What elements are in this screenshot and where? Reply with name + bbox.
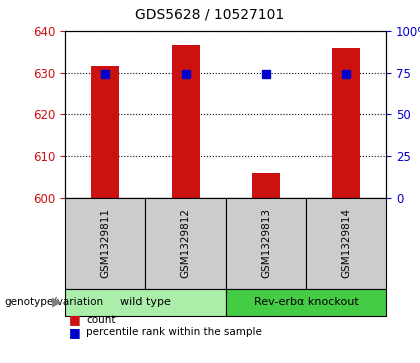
Text: count: count: [86, 315, 116, 325]
Text: wild type: wild type: [120, 297, 171, 307]
Bar: [306, 198, 386, 289]
Text: GDS5628 / 10527101: GDS5628 / 10527101: [135, 8, 285, 22]
Bar: [226, 198, 306, 289]
Bar: [252, 173, 280, 198]
Bar: [65, 198, 145, 289]
Text: GSM1329812: GSM1329812: [181, 208, 191, 278]
Text: Rev-erbα knockout: Rev-erbα knockout: [254, 297, 358, 307]
Bar: [226, 289, 386, 316]
Text: GSM1329811: GSM1329811: [100, 208, 110, 278]
Bar: [332, 48, 360, 198]
Bar: [65, 289, 226, 316]
Text: GSM1329814: GSM1329814: [341, 208, 351, 278]
Text: percentile rank within the sample: percentile rank within the sample: [86, 327, 262, 337]
Bar: [145, 198, 226, 289]
Bar: [171, 45, 200, 198]
Text: ■: ■: [69, 313, 81, 326]
Text: ▶: ▶: [52, 296, 61, 309]
Text: GSM1329813: GSM1329813: [261, 208, 271, 278]
Text: genotype/variation: genotype/variation: [4, 297, 103, 307]
Bar: [91, 66, 119, 198]
Text: ■: ■: [69, 326, 81, 339]
